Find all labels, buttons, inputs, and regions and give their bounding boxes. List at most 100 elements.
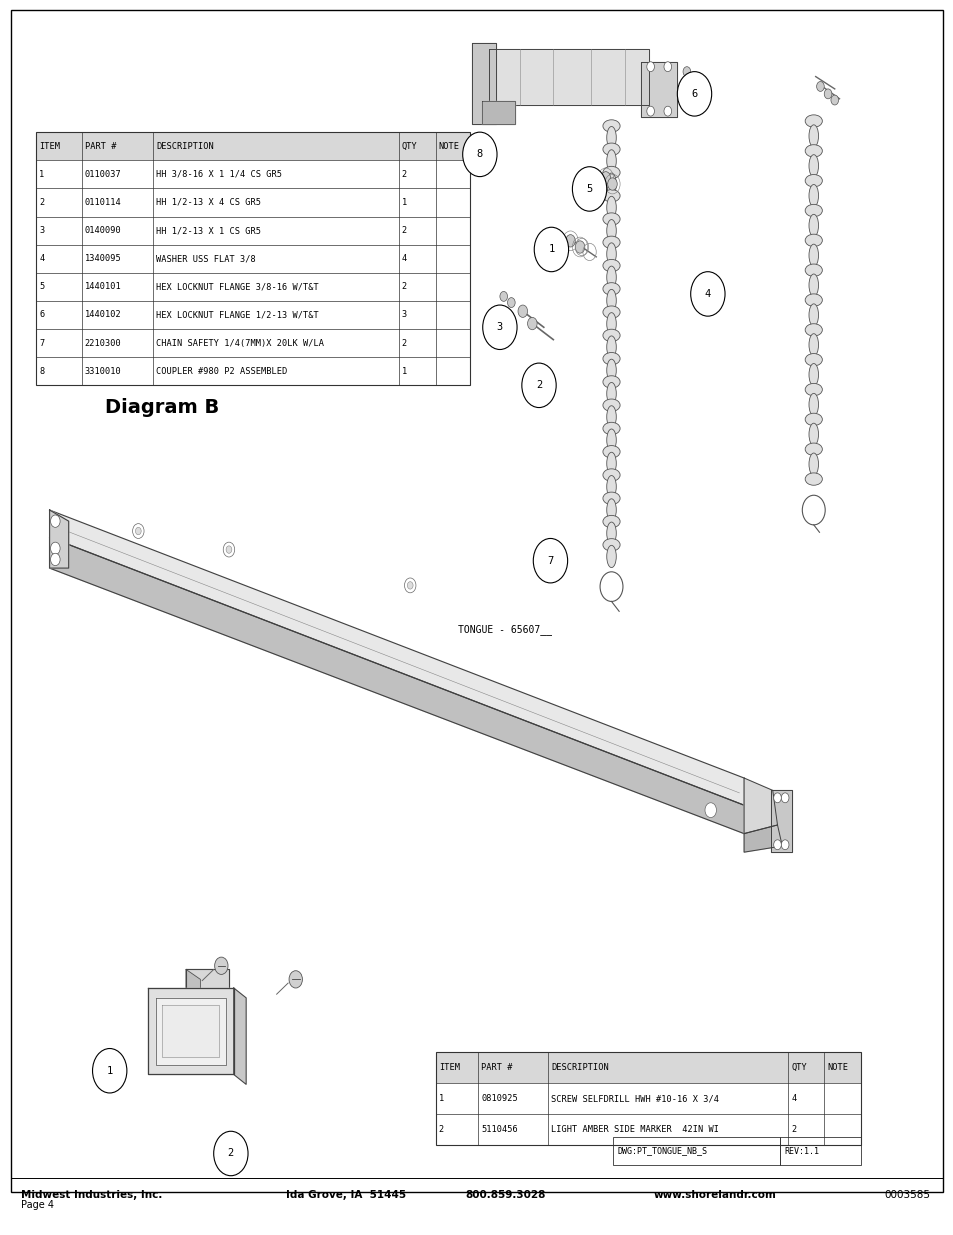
Ellipse shape: [606, 406, 616, 429]
Text: 8: 8: [476, 149, 482, 159]
Circle shape: [135, 527, 141, 535]
Ellipse shape: [602, 352, 619, 364]
Text: HH 3/8-16 X 1 1/4 CS GR5: HH 3/8-16 X 1 1/4 CS GR5: [156, 170, 282, 179]
Ellipse shape: [602, 446, 619, 458]
Circle shape: [781, 840, 788, 850]
Polygon shape: [743, 825, 781, 852]
Ellipse shape: [602, 399, 619, 411]
Polygon shape: [148, 988, 233, 1074]
Text: 4: 4: [39, 254, 45, 263]
Ellipse shape: [808, 215, 818, 237]
Circle shape: [534, 227, 568, 272]
Polygon shape: [640, 62, 677, 117]
Circle shape: [51, 515, 60, 527]
Text: NOTE: NOTE: [438, 142, 459, 151]
Ellipse shape: [804, 235, 821, 247]
Polygon shape: [50, 510, 743, 805]
Ellipse shape: [804, 324, 821, 336]
Text: 2: 2: [401, 338, 406, 347]
Text: 0110037: 0110037: [85, 170, 121, 179]
Circle shape: [607, 178, 617, 190]
Ellipse shape: [602, 190, 619, 203]
Circle shape: [646, 106, 654, 116]
Bar: [36, 132, 470, 385]
Text: 5: 5: [39, 283, 45, 291]
Ellipse shape: [808, 125, 818, 147]
Ellipse shape: [804, 144, 821, 157]
Text: ITEM: ITEM: [39, 142, 60, 151]
Ellipse shape: [602, 538, 619, 551]
Circle shape: [404, 578, 416, 593]
Circle shape: [704, 803, 716, 818]
Ellipse shape: [602, 283, 619, 295]
Ellipse shape: [606, 196, 616, 219]
Circle shape: [682, 91, 690, 101]
Ellipse shape: [804, 353, 821, 366]
Ellipse shape: [606, 173, 616, 195]
Circle shape: [663, 62, 671, 72]
Text: Page 4: Page 4: [21, 1200, 54, 1210]
Ellipse shape: [804, 383, 821, 395]
Circle shape: [214, 957, 228, 974]
Text: Midwest Industries, Inc.: Midwest Industries, Inc.: [21, 1191, 162, 1200]
Ellipse shape: [808, 245, 818, 267]
Text: 2: 2: [401, 283, 406, 291]
Text: 2: 2: [228, 1149, 233, 1158]
Ellipse shape: [804, 473, 821, 485]
Polygon shape: [489, 49, 648, 105]
Circle shape: [482, 305, 517, 350]
Ellipse shape: [606, 243, 616, 266]
Text: 3310010: 3310010: [85, 367, 121, 375]
Bar: [436, 1052, 860, 1083]
Ellipse shape: [804, 174, 821, 186]
Text: www.shorelandr.com: www.shorelandr.com: [654, 1191, 776, 1200]
Circle shape: [499, 291, 507, 301]
Circle shape: [213, 1131, 248, 1176]
Circle shape: [823, 89, 831, 99]
Text: HH 1/2-13 X 4 CS GR5: HH 1/2-13 X 4 CS GR5: [156, 198, 261, 207]
Ellipse shape: [606, 499, 616, 521]
Ellipse shape: [606, 126, 616, 148]
Ellipse shape: [606, 149, 616, 172]
Text: LIGHT AMBER SIDE MARKER  42IN WI: LIGHT AMBER SIDE MARKER 42IN WI: [551, 1125, 719, 1134]
Ellipse shape: [808, 453, 818, 475]
Ellipse shape: [804, 264, 821, 277]
Circle shape: [600, 172, 610, 184]
Circle shape: [572, 167, 606, 211]
Ellipse shape: [606, 220, 616, 242]
Ellipse shape: [804, 414, 821, 426]
Ellipse shape: [606, 359, 616, 382]
Ellipse shape: [602, 259, 619, 272]
Circle shape: [690, 99, 698, 109]
Polygon shape: [186, 969, 229, 1031]
Text: COUPLER #980 P2 ASSEMBLED: COUPLER #980 P2 ASSEMBLED: [156, 367, 287, 375]
Ellipse shape: [808, 154, 818, 177]
Text: 0810925: 0810925: [481, 1094, 517, 1103]
Text: 2: 2: [536, 380, 541, 390]
Polygon shape: [770, 790, 791, 852]
Ellipse shape: [808, 304, 818, 326]
Ellipse shape: [602, 236, 619, 248]
Circle shape: [517, 305, 527, 317]
Text: 3: 3: [39, 226, 45, 235]
Text: DWG:PT_TONGUE_NB_S: DWG:PT_TONGUE_NB_S: [617, 1146, 706, 1156]
Text: 5110456: 5110456: [481, 1125, 517, 1134]
Ellipse shape: [808, 394, 818, 416]
Polygon shape: [155, 998, 226, 1065]
Polygon shape: [472, 43, 496, 124]
Circle shape: [223, 542, 234, 557]
Text: HEX LOCKNUT FLANGE 3/8-16 W/T&T: HEX LOCKNUT FLANGE 3/8-16 W/T&T: [156, 283, 318, 291]
Text: 1: 1: [107, 1066, 112, 1076]
Circle shape: [690, 272, 724, 316]
Ellipse shape: [606, 383, 616, 405]
Text: HEX LOCKNUT FLANGE 1/2-13 W/T&T: HEX LOCKNUT FLANGE 1/2-13 W/T&T: [156, 310, 318, 320]
Polygon shape: [743, 778, 777, 834]
Circle shape: [773, 793, 781, 803]
Circle shape: [92, 1049, 127, 1093]
Polygon shape: [233, 988, 246, 1084]
Text: Ida Grove, IA  51445: Ida Grove, IA 51445: [286, 1191, 406, 1200]
Ellipse shape: [606, 429, 616, 451]
Ellipse shape: [808, 274, 818, 296]
Text: ITEM: ITEM: [438, 1063, 459, 1072]
Polygon shape: [481, 101, 515, 124]
